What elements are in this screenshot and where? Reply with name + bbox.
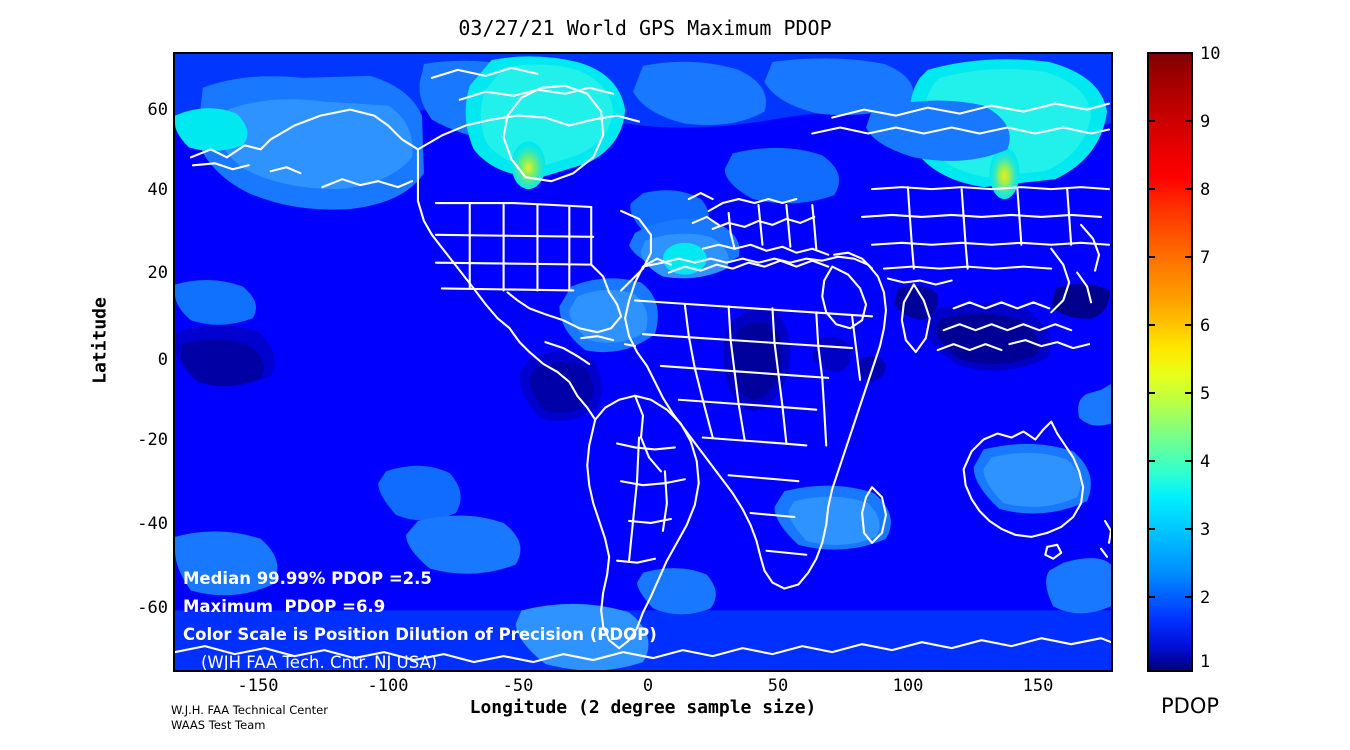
y-axis-title: Latitude: [89, 297, 111, 384]
page-title: 03/27/21 World GPS Maximum PDOP: [458, 16, 832, 40]
coastline-overlay: [175, 66, 1111, 664]
colorbar: [1147, 52, 1193, 672]
maximum-pdop-annotation: Maximum PDOP =6.9: [183, 597, 386, 616]
colorbar-gradient: [1149, 54, 1191, 670]
median-pdop-annotation: Median 99.99% PDOP =2.5: [183, 569, 432, 588]
cbar-label-1: 1: [1200, 652, 1211, 672]
cbar-label-2: 2: [1200, 588, 1211, 608]
cbar-label-3: 3: [1200, 520, 1211, 540]
ytick-40: 40: [147, 180, 168, 200]
cbar-label-7: 7: [1200, 248, 1211, 268]
ytick-60: 60: [147, 100, 168, 120]
ytick-20: 20: [147, 263, 168, 283]
map-plot-area: Median 99.99% PDOP =2.5 Maximum PDOP =6.…: [173, 52, 1113, 672]
pdop-contour-map: [175, 54, 1111, 670]
xtick-0: 0: [642, 676, 654, 696]
cbar-label-4: 4: [1200, 452, 1211, 472]
cbar-label-8: 8: [1200, 180, 1211, 200]
credit-line-2: WAAS Test Team: [171, 718, 266, 732]
cbar-label-5: 5: [1200, 384, 1211, 404]
cbar-label-6: 6: [1200, 316, 1211, 336]
ytick-n20: -20: [137, 430, 168, 450]
color-scale-annotation: Color Scale is Position Dilution of Prec…: [183, 625, 657, 644]
ytick-n60: -60: [137, 598, 168, 618]
xtick-50: 50: [767, 676, 789, 696]
credit-line-1: W.J.H. FAA Technical Center: [171, 703, 328, 717]
cbar-label-10: 10: [1200, 44, 1221, 64]
source-annotation: (WJH FAA Tech. Cntr. NJ USA): [201, 653, 438, 672]
xtick-100: 100: [892, 676, 924, 696]
cbar-label-9: 9: [1200, 112, 1211, 132]
xtick-n100: -100: [367, 676, 409, 696]
colorbar-title: PDOP: [1160, 694, 1220, 718]
xtick-n50: -50: [502, 676, 534, 696]
x-axis-title: Longitude (2 degree sample size): [469, 697, 817, 718]
xtick-150: 150: [1022, 676, 1054, 696]
ytick-0: 0: [157, 350, 168, 370]
ytick-n40: -40: [137, 514, 168, 534]
xtick-n150: -150: [237, 676, 279, 696]
